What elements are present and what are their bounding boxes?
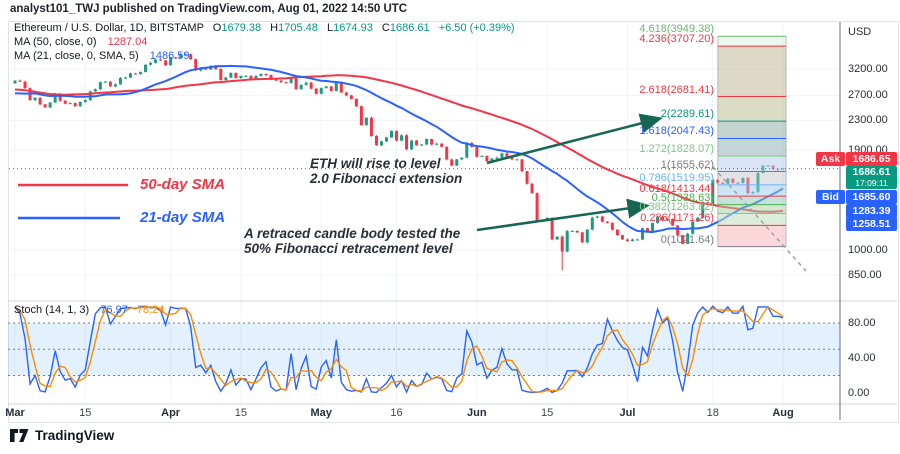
stoch-tick-0.00: 0.00: [848, 387, 870, 399]
time-tick-Mar-0: Mar: [5, 407, 25, 419]
time-tick-16-76: 16: [390, 407, 403, 419]
price-tick-2300: 2300.00: [848, 114, 888, 127]
fib-level-label-1: 1(1655.62): [660, 158, 714, 171]
stoch-label: Stoch (14, 1, 3): [14, 304, 90, 316]
time-tick-Apr-31: Apr: [161, 407, 181, 419]
ma50-legend-row[interactable]: MA (50, close, 0) 1287.04: [14, 36, 147, 48]
time-tick-18-139: 18: [706, 407, 719, 419]
ma-price-badge-1: 1283.39: [846, 204, 897, 218]
fib-level-label-4.236: 4.236(3707.20): [639, 33, 714, 46]
fib-level-label-0.5: 0.5(1338.63): [651, 191, 714, 204]
time-tick-May-61: May: [310, 407, 332, 419]
ask-badge: Ask: [816, 152, 845, 166]
sma50-annotation: 50-day SMA: [140, 176, 226, 193]
ma50-value: 1287.04: [107, 36, 148, 48]
symbol-legend-row[interactable]: Ethereum / U.S. Dollar, 1D, BITSTAMP O16…: [14, 22, 515, 34]
ma50-label: MA (50, close, 0): [14, 36, 97, 48]
ma21-legend-row[interactable]: MA (21, close, 0, SMA, 5) 1486.59: [14, 50, 190, 62]
high-label: H: [270, 22, 279, 34]
currency-label: USD: [848, 26, 872, 38]
price-tick-1000: 1000.00: [848, 243, 888, 256]
fib-level-label-0.236: 0.236(1171.26): [640, 212, 714, 225]
fib-level-label-0.382: 0.382(1263.82): [639, 200, 714, 213]
stoch-legend-row[interactable]: Stoch (14, 1, 3) 76.97 78.24: [14, 304, 164, 316]
fib-level-label-4.618: 4.618(3949.38): [639, 23, 714, 36]
time-tick-15-106: 15: [540, 407, 554, 419]
stoch-tick-40.00: 40.00: [848, 352, 876, 364]
annotation-retracement: A retraced candle body tested the 50% Fi…: [244, 226, 461, 256]
price-tick-2700: 2700.00: [848, 89, 888, 102]
ma21-value: 1486.59: [149, 50, 190, 62]
stoch-d-value: 78.24: [136, 304, 165, 316]
bid-badge: Bid: [816, 190, 845, 204]
stoch-k-value: 76.97: [100, 304, 128, 316]
tradingview-brand-text: TradingView: [35, 428, 115, 443]
fib-level-label-1.618: 1.618(2047.43): [639, 125, 714, 138]
fib-level-label-2.618: 2.618(2681.41): [639, 83, 714, 96]
last-price-badge: 1686.61 17:09:11: [846, 166, 897, 189]
time-tick-Jun-92: Jun: [467, 407, 487, 419]
publication-note: analyst101_TWJ published on TradingView.…: [10, 3, 408, 15]
symbol-title: Ethereum / U.S. Dollar, 1D, BITSTAMP: [14, 22, 204, 34]
time-tick-Jul-122: Jul: [619, 407, 636, 419]
fib-level-label-0.786: 0.786(1519.95): [639, 171, 714, 184]
stoch-tick-80.00: 80.00: [848, 317, 876, 329]
bid-price-badge: 1685.60: [846, 190, 897, 204]
fib-level-label-1.272: 1.272(1828.07): [639, 143, 714, 156]
ask-price-badge: 1686.65: [846, 152, 897, 166]
tradingview-attribution[interactable]: TradingView: [10, 428, 114, 443]
low-value: 1674.93: [333, 22, 373, 34]
ma21-label: MA (21, close, 0, SMA, 5): [14, 50, 139, 62]
sma21-annotation: 21-day SMA: [140, 209, 226, 226]
open-label: O: [212, 22, 222, 34]
fib-level-label-2: 2(2289.61): [660, 108, 714, 121]
change-value: +6.50 (+0.39%): [438, 22, 515, 34]
bar-countdown: 17:09:11: [855, 177, 888, 188]
time-tick-Aug-153: Aug: [772, 407, 794, 419]
open-value: 1679.38: [221, 22, 262, 34]
high-value: 1705.48: [278, 22, 318, 34]
price-tick-850: 850.00: [848, 269, 882, 282]
time-tick-15-45: 15: [234, 407, 248, 419]
time-tick-15-14: 15: [79, 407, 92, 419]
fib-level-label-0: 0(1021.64): [660, 233, 714, 246]
close-value: 1686.61: [389, 22, 430, 34]
low-label: L: [326, 22, 334, 34]
fib-level-label-0.618: 0.618(1413.44): [639, 183, 714, 196]
close-label: C: [381, 22, 390, 34]
tradingview-logo-icon: [10, 428, 29, 442]
price-tick-3200: 3200.00: [848, 63, 888, 75]
annotation-fib-extension: ETH will rise to level 2.0 Fibonacci ext…: [310, 156, 463, 186]
ma-price-badge-2: 1258.51: [846, 217, 897, 231]
